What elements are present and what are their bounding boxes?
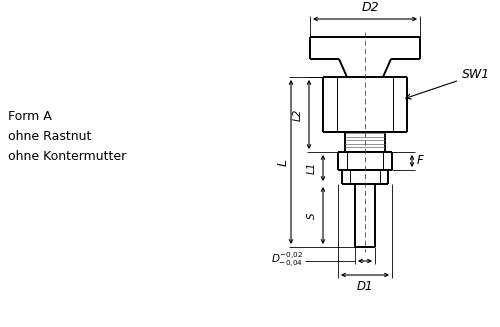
Text: L1: L1 — [307, 162, 317, 174]
Text: F: F — [417, 154, 424, 167]
Text: L: L — [276, 159, 289, 165]
Text: ohne Kontermutter: ohne Kontermutter — [8, 150, 126, 164]
Text: S: S — [307, 212, 317, 219]
Text: D1: D1 — [357, 280, 373, 293]
Text: ohne Rastnut: ohne Rastnut — [8, 130, 91, 144]
Text: D2: D2 — [361, 1, 379, 14]
Text: L2: L2 — [293, 108, 303, 121]
Text: Form A: Form A — [8, 111, 52, 124]
Text: SW1: SW1 — [406, 68, 490, 99]
Text: $D^{-0{,}02}_{-0{,}04}$: $D^{-0{,}02}_{-0{,}04}$ — [271, 251, 303, 269]
